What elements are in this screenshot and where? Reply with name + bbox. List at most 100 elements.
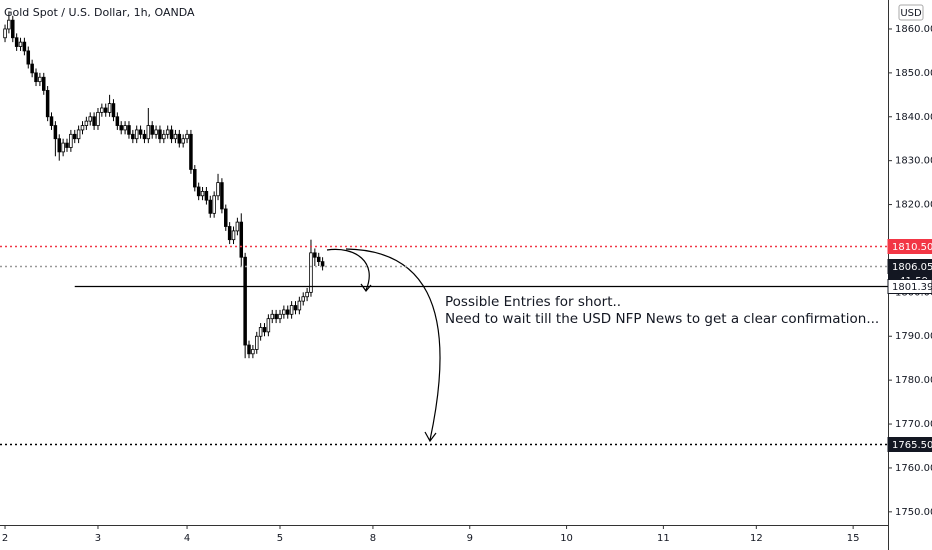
candle-body bbox=[181, 138, 185, 144]
candle-body bbox=[278, 313, 282, 320]
x-tick-label: 4 bbox=[184, 533, 190, 544]
candle-body bbox=[88, 116, 92, 122]
currency-box[interactable] bbox=[898, 4, 924, 21]
candle-body bbox=[107, 103, 112, 113]
candle-body bbox=[115, 116, 120, 126]
candle-body bbox=[76, 129, 81, 140]
candle-body bbox=[282, 309, 286, 315]
candle-body bbox=[123, 125, 127, 131]
y-tick-label: 1770.000 bbox=[895, 419, 932, 430]
price-label: 1801.396 bbox=[892, 282, 932, 293]
annotation: Possible Entries for short.. bbox=[445, 294, 621, 310]
candle-body bbox=[255, 335, 259, 350]
candle-body bbox=[196, 186, 201, 197]
candle-body bbox=[61, 142, 65, 153]
candle-body bbox=[103, 107, 108, 113]
candle-body bbox=[204, 190, 209, 201]
price-label-box bbox=[887, 239, 932, 254]
candle-body bbox=[80, 125, 85, 131]
price-label: 1765.500 bbox=[892, 440, 932, 451]
price-label: 1810.500 bbox=[892, 242, 932, 253]
x-tick-label: 9 bbox=[467, 533, 473, 544]
candle-body bbox=[320, 261, 325, 267]
candle-body bbox=[65, 142, 69, 148]
candle-body bbox=[26, 50, 31, 65]
candle-body bbox=[251, 349, 255, 355]
candle-body bbox=[189, 133, 193, 170]
price-label-box bbox=[887, 437, 932, 452]
candle-body bbox=[262, 327, 267, 333]
candle-body bbox=[258, 327, 263, 337]
candle-body bbox=[138, 129, 143, 135]
candle-body bbox=[224, 208, 228, 227]
x-tick-label: 11 bbox=[657, 533, 670, 544]
x-tick-label: 12 bbox=[750, 533, 763, 544]
candle-body bbox=[235, 221, 240, 232]
candle-body bbox=[316, 256, 321, 263]
candle-body bbox=[185, 133, 189, 140]
candle-body bbox=[142, 133, 147, 140]
annotation: Need to wait till the USD NFP News to ge… bbox=[445, 311, 879, 327]
candle-body bbox=[220, 182, 224, 210]
candle-body bbox=[243, 256, 247, 346]
x-tick-label: 15 bbox=[847, 533, 860, 544]
candle-body bbox=[53, 125, 58, 140]
candle-body bbox=[297, 300, 302, 311]
candle-body bbox=[177, 133, 182, 144]
candle-body bbox=[216, 182, 220, 197]
candle-body bbox=[14, 37, 19, 47]
candle-body bbox=[45, 90, 50, 118]
candle-body bbox=[72, 133, 77, 140]
candle-body bbox=[69, 133, 73, 148]
candle-body bbox=[150, 125, 154, 135]
x-tick-label: 10 bbox=[560, 533, 573, 544]
price-label-box bbox=[887, 279, 932, 294]
candle-body bbox=[7, 19, 11, 30]
candle-body bbox=[22, 41, 27, 52]
y-tick-label: 1860.000 bbox=[895, 24, 932, 35]
candle-body bbox=[293, 305, 298, 311]
candle-body bbox=[134, 129, 139, 140]
candle-body bbox=[38, 76, 42, 83]
candle-body bbox=[212, 195, 216, 214]
candle-body bbox=[200, 190, 205, 197]
candle-body bbox=[30, 63, 34, 74]
candle-body bbox=[34, 72, 38, 83]
arrow-large bbox=[345, 248, 441, 441]
candle-body bbox=[131, 133, 135, 140]
y-tick-label: 1820.000 bbox=[895, 200, 932, 211]
candle-body bbox=[49, 116, 54, 126]
candle-body bbox=[154, 129, 158, 135]
candle-body bbox=[111, 103, 116, 118]
x-tick-label: 2 bbox=[2, 533, 8, 544]
candle-body bbox=[270, 313, 275, 320]
candle-body bbox=[18, 41, 23, 47]
y-tick-label: 1780.000 bbox=[895, 375, 932, 386]
candle-body bbox=[100, 107, 104, 113]
candle-body bbox=[146, 125, 151, 140]
x-tick-label: 3 bbox=[95, 533, 101, 544]
candle-body bbox=[301, 296, 305, 302]
candle-body bbox=[285, 309, 290, 315]
y-tick-label: 1760.000 bbox=[895, 463, 932, 474]
candle-body bbox=[169, 129, 174, 140]
candle-body bbox=[193, 169, 197, 188]
candle-body bbox=[92, 116, 96, 126]
candle-body bbox=[11, 19, 15, 39]
candle-body bbox=[231, 230, 236, 241]
currency[interactable]: USD bbox=[900, 8, 922, 19]
candle-body bbox=[247, 344, 251, 355]
candle-body bbox=[305, 291, 309, 298]
price-label: 1806.050 bbox=[892, 262, 932, 273]
candle-body bbox=[274, 313, 278, 320]
candle-body bbox=[173, 133, 178, 140]
candle-body bbox=[127, 125, 131, 135]
candle-body bbox=[158, 129, 162, 140]
candle-body bbox=[227, 226, 232, 241]
arrow-small bbox=[326, 248, 370, 291]
candle-body bbox=[96, 111, 100, 126]
candle-body bbox=[42, 76, 46, 91]
y-tick-label: 1790.000 bbox=[895, 331, 932, 342]
